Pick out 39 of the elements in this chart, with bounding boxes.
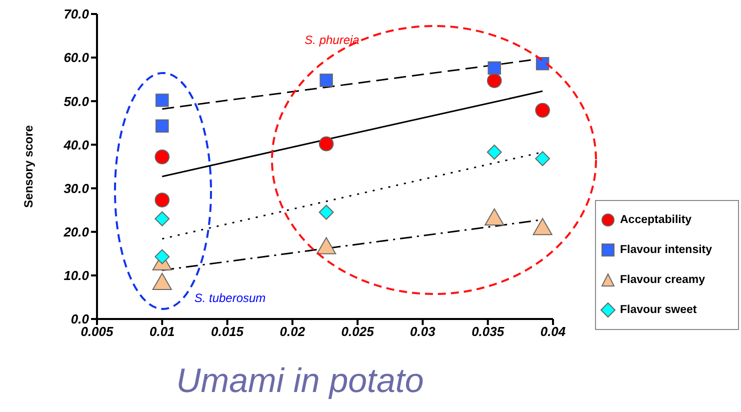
point <box>488 61 501 75</box>
annotation: S. tuberosum <box>194 291 266 305</box>
y-tick-label: 20.0 <box>62 224 90 240</box>
point <box>156 94 169 107</box>
legend-label: Flavour sweet <box>620 304 697 316</box>
legend-label: Acceptability <box>620 214 692 226</box>
x-tick-label: 0.005 <box>80 324 114 340</box>
x-tick-label: 0.015 <box>211 324 244 340</box>
x-tick-label: 0.035 <box>472 324 505 340</box>
y-tick-label: 30.0 <box>64 180 90 196</box>
annotation: S. phureja <box>304 33 360 47</box>
y-tick-label: 40.0 <box>62 137 90 152</box>
point <box>156 119 169 133</box>
point <box>154 150 170 164</box>
x-tick-label: 0.04 <box>540 324 566 340</box>
y-tick-label: 60.0 <box>64 50 90 66</box>
y-tick-label: 0.0 <box>70 312 90 327</box>
legend-label: Flavour creamy <box>620 274 706 286</box>
point <box>535 151 550 166</box>
x-tick-label: 0.01 <box>149 324 175 340</box>
x-tick-label: 0.025 <box>341 324 375 340</box>
y-axis-title: Sensory score <box>21 124 36 208</box>
point <box>486 73 502 88</box>
point <box>535 102 550 118</box>
point <box>154 249 170 264</box>
y-tick-label: 70.0 <box>64 6 90 22</box>
y-tick-label: 10.0 <box>64 268 90 284</box>
point <box>154 192 170 208</box>
y-tick-label: 50.0 <box>64 94 90 109</box>
point <box>318 204 334 220</box>
x-tick-label: 0.03 <box>410 324 436 340</box>
point <box>486 144 502 160</box>
point <box>318 136 334 152</box>
text: Umami in potato <box>175 362 425 401</box>
point <box>154 211 170 226</box>
line-series <box>161 90 544 178</box>
x-tick-label: 0.02 <box>280 324 306 340</box>
point <box>320 74 333 87</box>
legend-label: Flavour intensity <box>620 244 712 256</box>
